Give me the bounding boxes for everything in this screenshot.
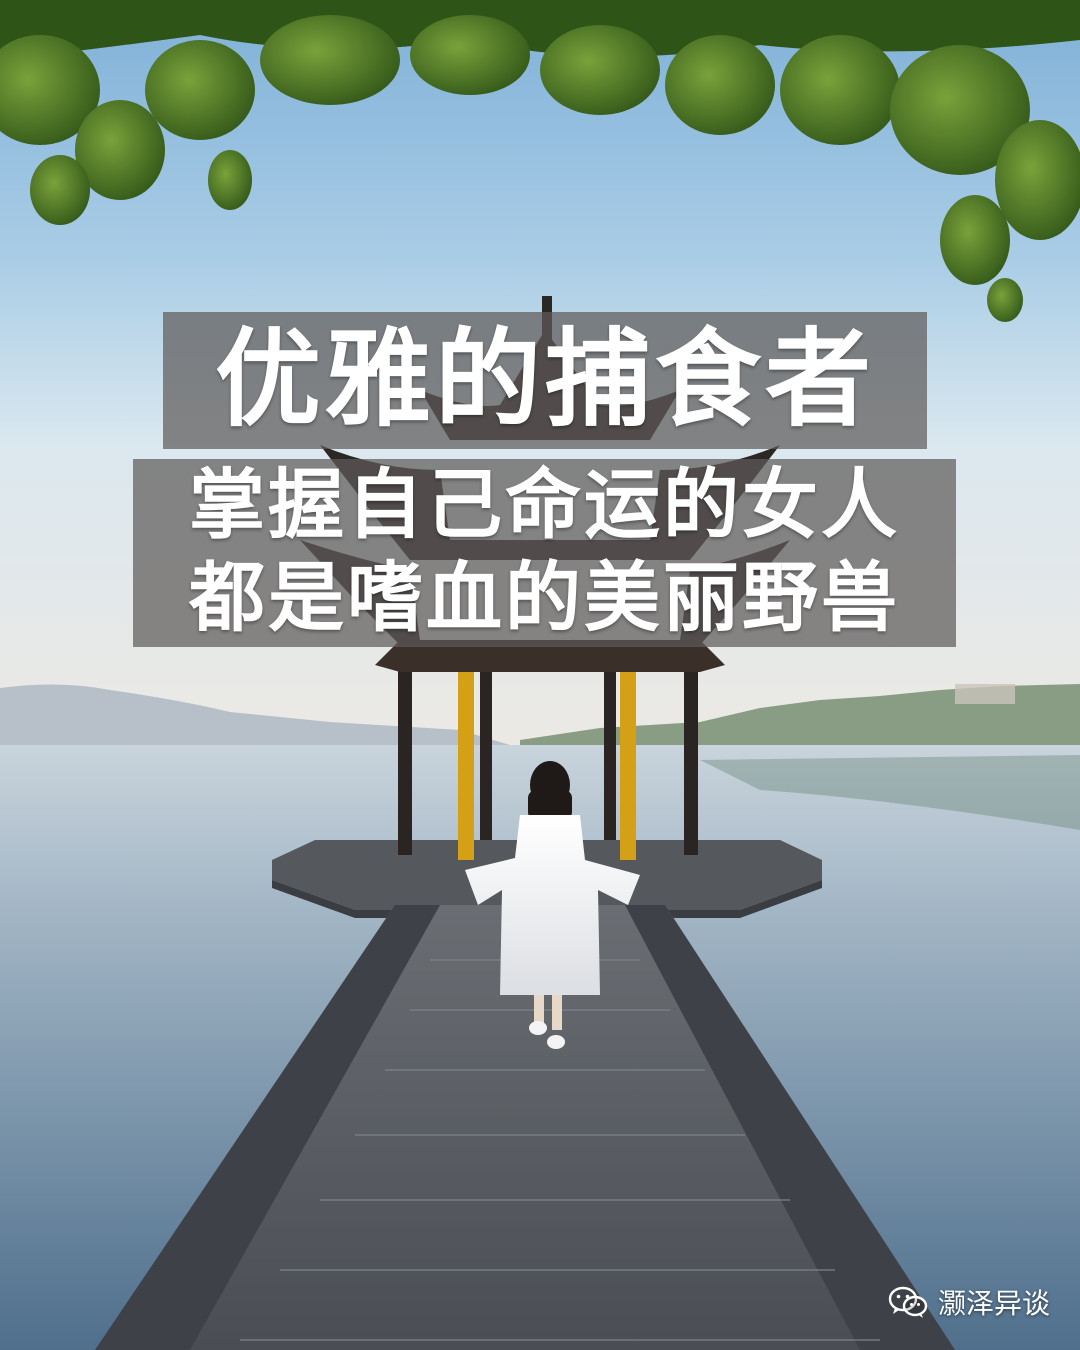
wechat-icon — [888, 1286, 928, 1318]
pavilion-pillars — [398, 660, 698, 860]
watermark: 灏泽异谈 — [888, 1280, 1050, 1324]
distant-hills-left — [0, 684, 520, 752]
caption-line-2: 都是嗜血的美丽野兽 — [133, 552, 956, 647]
distant-shore-right — [520, 684, 1080, 760]
woman-in-white-dress — [465, 761, 640, 1049]
distant-building — [955, 684, 1015, 704]
tree-foliage — [0, 0, 1080, 322]
shore-reflection — [700, 755, 1080, 830]
watermark-text: 灏泽异谈 — [938, 1287, 1051, 1320]
caption-line-1: 掌握自己命运的女人 — [133, 459, 956, 552]
pier-border-left — [95, 905, 440, 1350]
pier-walkway — [95, 905, 955, 1350]
caption-title: 优雅的捕食者 — [163, 312, 927, 449]
pier-border-right — [625, 905, 955, 1350]
